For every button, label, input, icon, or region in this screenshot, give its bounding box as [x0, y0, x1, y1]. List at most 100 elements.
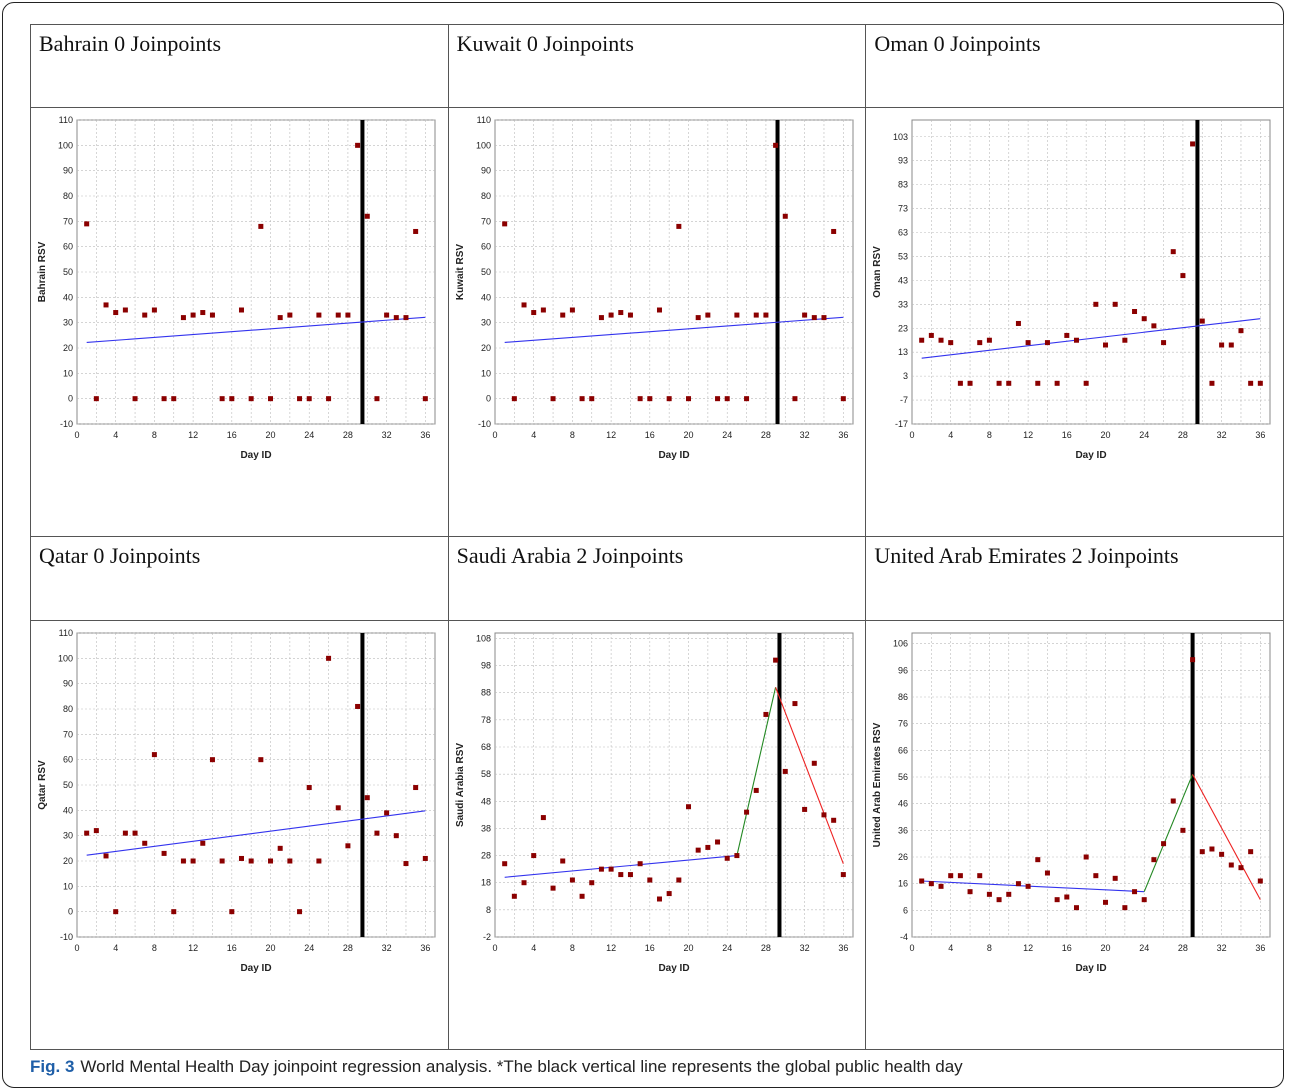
data-point [588, 396, 594, 402]
data-point [1064, 894, 1070, 900]
chart-row: -10 0 10 20 30 40 50 60 70 80 90 100 110 0 4 8 12 16 20 24 2… [30, 619, 1284, 1051]
data-point [132, 830, 138, 836]
x-axis-label: Day ID [1076, 963, 1107, 974]
y-tick-label: 13 [898, 348, 908, 358]
data-point [142, 312, 148, 318]
data-point [987, 891, 993, 897]
data-point [1006, 891, 1012, 897]
y-tick-label: -10 [478, 419, 491, 429]
data-point [724, 396, 730, 402]
data-point [656, 307, 662, 313]
data-point [559, 312, 565, 318]
y-tick-label: 23 [898, 324, 908, 334]
data-point [1006, 381, 1012, 387]
data-point [627, 871, 633, 877]
y-tick-label: 60 [481, 242, 491, 252]
data-point [1103, 342, 1109, 348]
y-tick-label: 60 [63, 242, 73, 252]
data-point [209, 757, 215, 763]
x-tick-label: 8 [987, 430, 992, 440]
x-tick-label: 0 [910, 430, 915, 440]
data-point [151, 751, 157, 757]
y-tick-label: 40 [63, 293, 73, 303]
x-tick-label: 16 [644, 430, 654, 440]
data-point [122, 307, 128, 313]
data-point [219, 396, 225, 402]
y-tick-label: 90 [481, 166, 491, 176]
data-point [830, 817, 836, 823]
figure-grid: Bahrain 0 Joinpoints Kuwait 0 Joinpoints… [30, 23, 1284, 1051]
data-point [695, 847, 701, 853]
y-tick-label: 86 [898, 692, 908, 702]
data-point [1074, 338, 1080, 344]
data-point [714, 396, 720, 402]
x-tick-label: 32 [799, 943, 809, 953]
panel-title: United Arab Emirates 2 Joinpoints [874, 543, 1179, 569]
panel-title-cell: United Arab Emirates 2 Joinpoints [865, 536, 1284, 621]
data-point [316, 312, 322, 318]
data-point [1054, 381, 1060, 387]
x-tick-label: 32 [799, 430, 809, 440]
x-axis-label: Day ID [658, 963, 689, 974]
data-point [345, 843, 351, 849]
data-point [219, 858, 225, 864]
figure-caption-text: World Mental Health Day joinpoint regres… [80, 1057, 963, 1076]
y-tick-label: -10 [60, 419, 73, 429]
y-tick-label: 48 [481, 796, 491, 806]
x-tick-label: 28 [343, 430, 353, 440]
data-point [355, 703, 361, 709]
data-point [1190, 141, 1196, 147]
data-point [1025, 883, 1031, 889]
data-point [559, 858, 565, 864]
x-tick-label: 32 [1217, 943, 1227, 953]
x-tick-label: 36 [420, 430, 430, 440]
data-point [1093, 873, 1099, 879]
data-point [1161, 841, 1167, 847]
x-axis-label: Day ID [240, 450, 271, 461]
data-point [248, 858, 254, 864]
data-point [1180, 273, 1186, 279]
x-tick-label: 16 [227, 430, 237, 440]
data-point [705, 844, 711, 850]
trend-segment [774, 686, 844, 864]
data-point [511, 396, 517, 402]
data-point [782, 768, 788, 774]
data-point [948, 340, 954, 346]
y-tick-label: 38 [481, 823, 491, 833]
x-tick-label: 28 [1178, 943, 1188, 953]
data-point [1248, 381, 1254, 387]
data-point [579, 893, 585, 899]
y-tick-label: 110 [476, 115, 490, 125]
data-point [1171, 798, 1177, 804]
data-point [830, 229, 836, 235]
x-tick-label: 24 [1140, 430, 1150, 440]
chart-cell: -10 0 10 20 30 40 50 60 70 80 90 100 110 0 4 8 12 16 20 24 2… [30, 619, 449, 1051]
y-tick-label: 100 [58, 653, 73, 663]
data-point [113, 310, 119, 316]
data-point [550, 396, 556, 402]
data-point [1219, 342, 1225, 348]
y-tick-label: -17 [895, 419, 908, 429]
data-point [501, 221, 507, 227]
data-point [1054, 897, 1060, 903]
data-point [608, 312, 614, 318]
y-tick-label: 83 [898, 180, 908, 190]
data-point [598, 315, 604, 321]
x-tick-label: 8 [152, 430, 157, 440]
data-point [1209, 846, 1215, 852]
x-tick-label: 36 [420, 943, 430, 953]
y-tick-label: 30 [63, 318, 73, 328]
data-point [1238, 328, 1244, 334]
data-point [501, 861, 507, 867]
y-tick-label: 46 [898, 799, 908, 809]
data-point [335, 312, 341, 318]
chart-cell: -2 8 18 28 38 48 58 68 78 88 98 108 0 4 8 12 16 20 24 28 32 3… [447, 619, 867, 1051]
y-tick-label: 53 [898, 252, 908, 262]
x-tick-label: 24 [1140, 943, 1150, 953]
x-tick-label: 16 [1062, 943, 1072, 953]
y-tick-label: 68 [481, 742, 491, 752]
y-tick-label: 66 [898, 745, 908, 755]
data-point [646, 396, 652, 402]
y-tick-label: 20 [63, 856, 73, 866]
title-row: Qatar 0 Joinpoints Saudi Arabia 2 Joinpo… [30, 536, 1284, 621]
